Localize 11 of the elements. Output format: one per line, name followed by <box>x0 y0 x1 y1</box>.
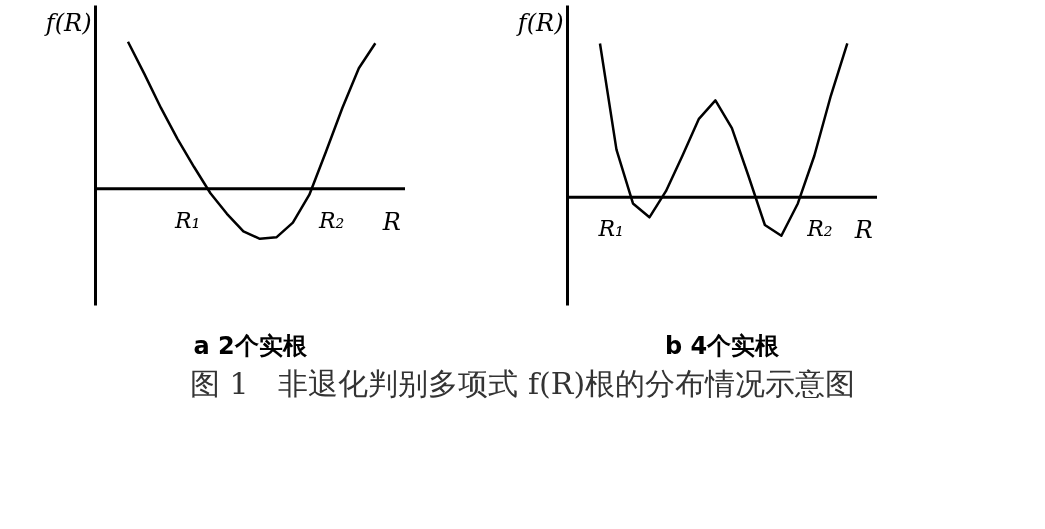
annotation: R₁ <box>597 216 624 242</box>
y-axis-title: f(R) <box>515 8 564 37</box>
caption: 图 1 非退化判别多项式 f(R)根的分布情况示意图 <box>188 365 857 403</box>
annotation: R₂ <box>317 207 345 233</box>
y-axis-title: f(R) <box>43 8 92 37</box>
text: b 4个实根 <box>664 332 781 360</box>
annotation: R₂ <box>806 216 833 242</box>
annotation: R₁ <box>173 207 201 233</box>
x-axis-title: R <box>853 216 873 245</box>
text: a 2个实根 <box>193 332 308 360</box>
x-axis-title: R <box>381 207 401 236</box>
